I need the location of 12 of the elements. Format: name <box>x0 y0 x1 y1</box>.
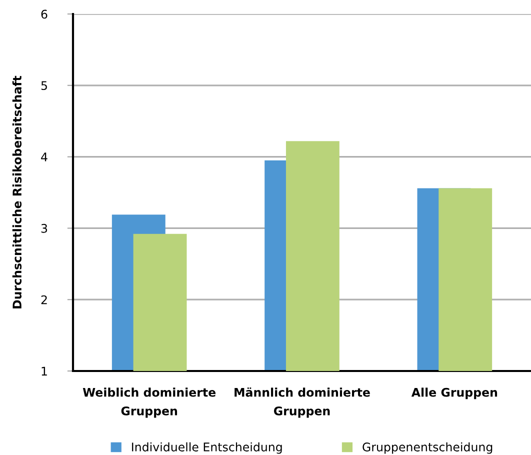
x-tick-label: Männlich dominierte Gruppen <box>234 388 370 418</box>
x-tick-label: Weiblich dominierte Gruppen <box>82 388 216 418</box>
y-axis-title: Durchscnittliche Risikobereitschaft <box>12 76 22 308</box>
y-tick-label: 6 <box>41 10 48 19</box>
y-tick-label: 1 <box>42 366 47 376</box>
y-tick-label: 4 <box>41 152 48 162</box>
legend-label: Individuelle Entscheidung <box>132 442 282 454</box>
y-tick-label: 5 <box>41 81 47 90</box>
legend-label: Gruppenentscheidung <box>362 442 492 454</box>
y-tick-label: 2 <box>41 295 47 304</box>
x-tick-label: Alle Gruppen <box>411 388 498 400</box>
y-tick-label: 3 <box>41 224 48 233</box>
